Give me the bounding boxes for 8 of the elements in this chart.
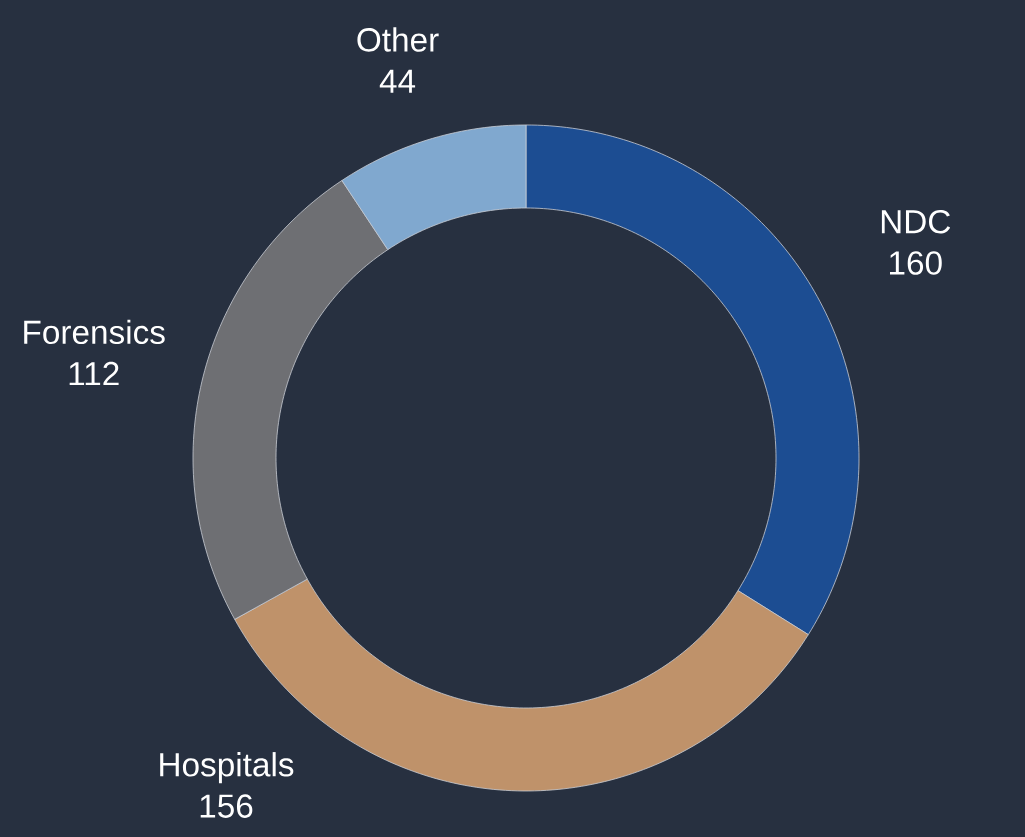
data-label: 112 [69, 361, 119, 386]
slice-label: Hospitals [160, 752, 294, 784]
slice-label: NDC [881, 209, 951, 234]
data-label: 160 [890, 251, 942, 275]
slice-label: Forensics [24, 319, 165, 345]
data-label: 156 [200, 794, 253, 818]
data-label: 44 [379, 69, 416, 93]
slice-label: Other [357, 27, 439, 52]
